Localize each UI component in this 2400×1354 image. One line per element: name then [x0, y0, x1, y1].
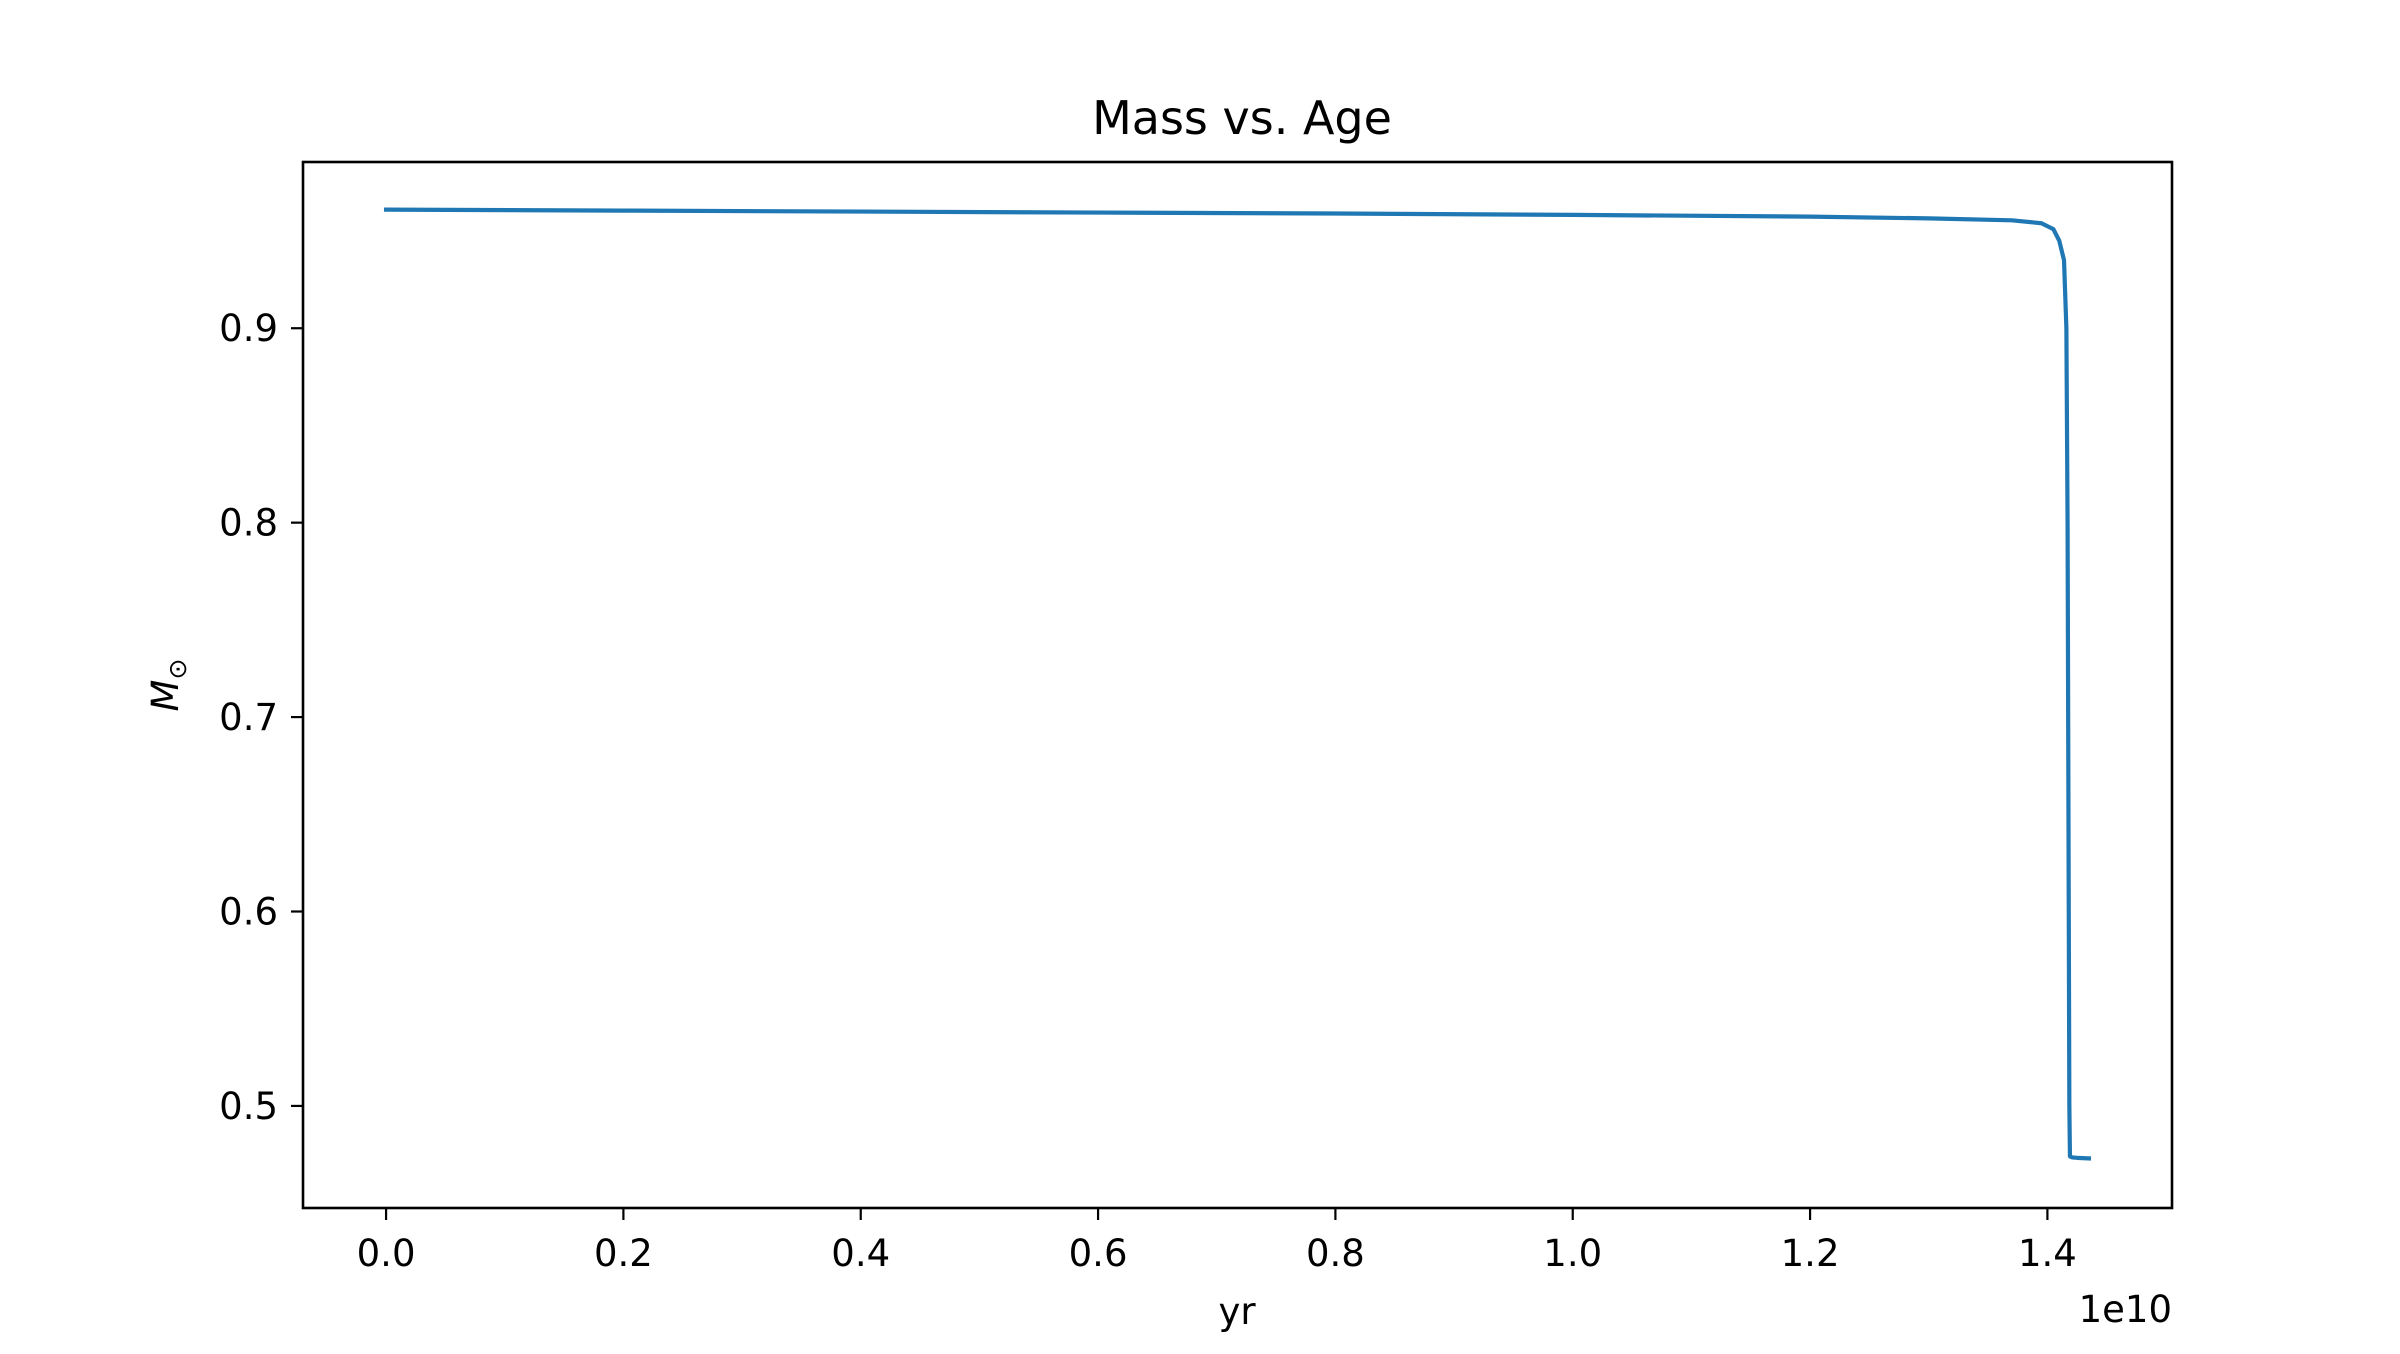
x-tick-label: 1.0: [1543, 1232, 1602, 1275]
y-tick-label: 0.6: [219, 891, 278, 934]
plot-frame: [301, 160, 2174, 1210]
y-tick-label: 0.7: [219, 696, 278, 739]
chart-title: Mass vs. Age: [1092, 91, 1392, 145]
axes: 0.0 0.2 0.4 0.6 0.8 1.0 1.2 1.4 0.5 0.6 0.7 0.8 0.9: [219, 307, 2077, 1275]
svg-text:M⊙: M⊙: [144, 659, 192, 712]
x-tick-label: 0.4: [831, 1232, 890, 1275]
x-tick-label: 0.6: [1069, 1232, 1128, 1275]
x-axis-label: yr: [1218, 1290, 1256, 1333]
x-tick-label: 1.4: [2018, 1232, 2077, 1275]
x-tick-label: 0.0: [357, 1232, 416, 1275]
series-line: [383, 207, 2092, 1161]
x-tick-label: 1.2: [1781, 1232, 1840, 1275]
y-axis-label: M⊙: [144, 659, 192, 712]
plot-area: [383, 207, 2092, 1161]
y-axis-label-subscript: ⊙: [163, 659, 192, 680]
y-tick-label: 0.8: [219, 502, 278, 545]
x-tick-label: 0.2: [594, 1232, 653, 1275]
y-tick-label: 0.5: [219, 1085, 278, 1128]
y-axis-label-symbol: M: [144, 680, 187, 712]
x-axis-offset-text: 1e10: [2079, 1288, 2172, 1331]
x-tick-label: 0.8: [1306, 1232, 1365, 1275]
y-tick-label: 0.9: [219, 307, 278, 350]
